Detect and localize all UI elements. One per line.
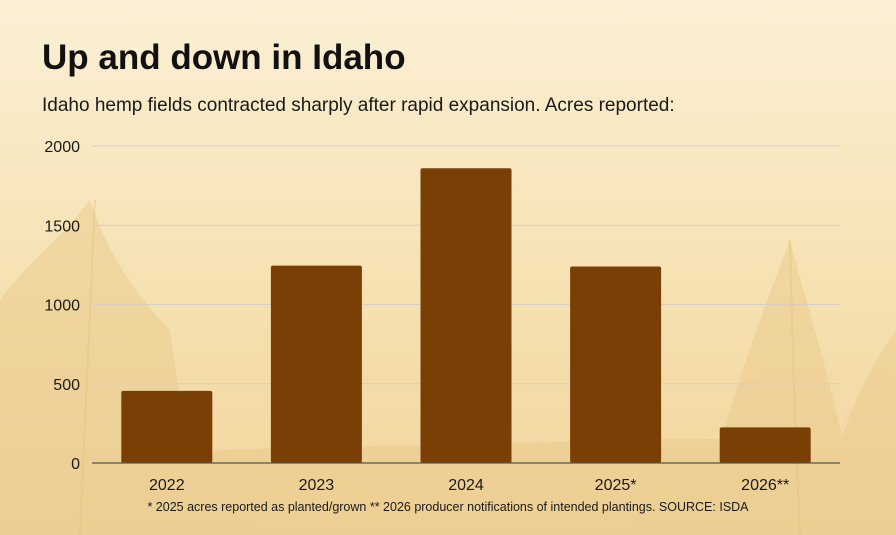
y-axis-ticks: 0 500 1000 1500 2000 [44, 139, 80, 473]
bar-2022 [121, 390, 213, 463]
footnote: * 2025 acres reported as planted/grown *… [147, 500, 749, 514]
y-tick-label: 1500 [44, 218, 80, 235]
x-tick-label: 2024 [448, 477, 484, 494]
chart-subtitle: Idaho hemp fields contracted sharply aft… [42, 95, 675, 116]
bars [121, 168, 811, 463]
bar-2025 [570, 266, 662, 463]
x-tick-label: 2025* [595, 477, 637, 494]
bar-2026 [719, 427, 811, 463]
y-tick-label: 500 [53, 377, 80, 394]
y-tick-label: 1000 [44, 298, 80, 315]
x-tick-label: 2026** [741, 477, 789, 494]
y-tick-label: 0 [71, 456, 80, 473]
bar-2023 [270, 265, 362, 463]
x-tick-label: 2022 [149, 477, 185, 494]
x-tick-label: 2023 [299, 477, 335, 494]
x-axis-ticks: 2022 2023 2024 2025* 2026** [149, 477, 789, 494]
chart-title: Up and down in Idaho [42, 38, 406, 77]
bar-2024 [420, 168, 512, 463]
y-tick-label: 2000 [44, 139, 80, 156]
